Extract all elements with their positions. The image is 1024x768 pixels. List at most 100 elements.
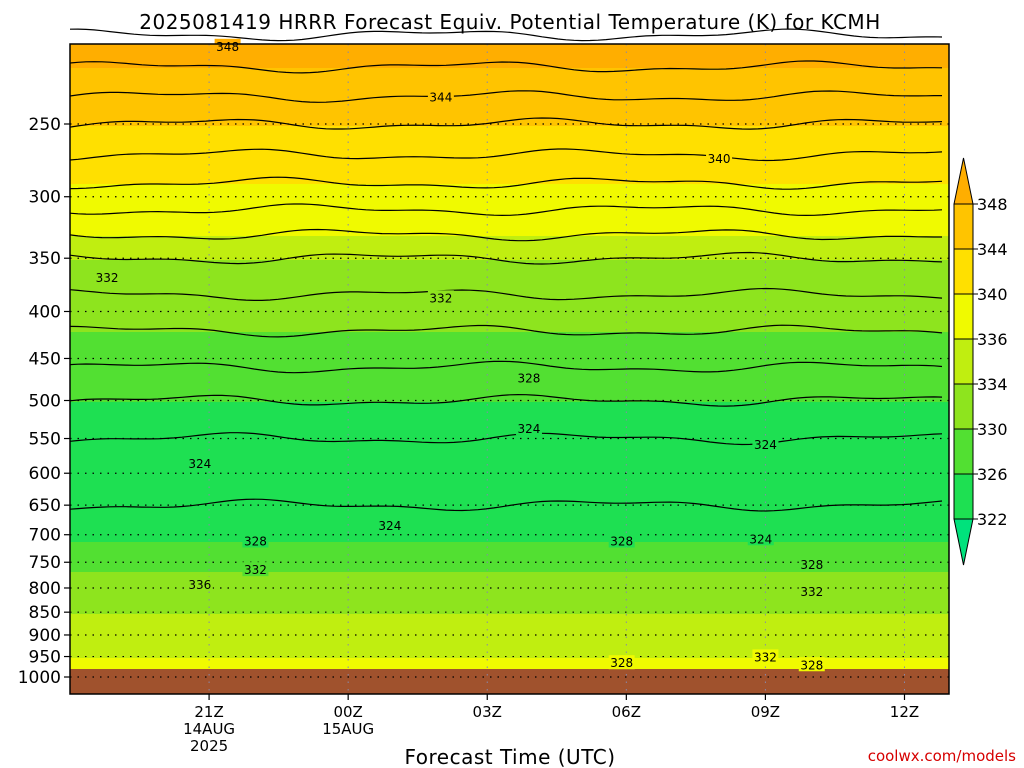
ground-area <box>70 669 949 694</box>
theta-e-band <box>70 338 949 341</box>
theta-e-band <box>70 162 949 165</box>
theta-e-band <box>70 386 949 389</box>
theta-e-band <box>70 366 949 369</box>
theta-e-band <box>70 608 949 611</box>
contour-label-bg <box>515 370 542 385</box>
theta-e-band <box>70 274 949 277</box>
theta-e-band <box>70 98 949 101</box>
theta-e-band <box>70 574 949 577</box>
x-tick-label: 06Z <box>612 703 641 721</box>
y-tick-label: 850 <box>29 603 61 623</box>
theta-e-band <box>70 66 949 69</box>
theta-e-bands <box>70 44 949 671</box>
theta-e-band <box>70 228 949 231</box>
theta-e-band <box>70 254 949 257</box>
theta-e-band <box>70 190 949 193</box>
theta-e-band <box>70 358 949 361</box>
theta-e-band <box>70 166 949 169</box>
theta-e-band <box>70 440 949 443</box>
theta-e-band <box>70 522 949 525</box>
theta-e-band <box>70 556 949 559</box>
theta-e-band <box>70 564 949 567</box>
theta-e-band <box>70 340 949 343</box>
contour-line <box>69 28 943 42</box>
theta-e-band <box>70 330 949 333</box>
theta-e-band <box>70 246 949 249</box>
theta-e-band <box>70 174 949 177</box>
theta-e-band <box>70 642 949 645</box>
x-axis-title: Forecast Time (UTC) <box>404 745 615 768</box>
theta-e-band <box>70 212 949 215</box>
colorbar-label: 344 <box>977 240 1008 259</box>
theta-e-band <box>70 414 949 417</box>
theta-e-band <box>70 606 949 609</box>
theta-e-band <box>70 494 949 497</box>
theta-e-band <box>70 344 949 347</box>
theta-e-band <box>70 280 949 283</box>
colorbar-segment <box>953 428 974 475</box>
contour-label: 324 <box>754 438 777 452</box>
theta-e-band <box>70 314 949 317</box>
theta-e-band <box>70 296 949 299</box>
theta-e-band <box>70 260 949 263</box>
theta-e-band <box>70 300 949 303</box>
theta-e-band <box>70 376 949 379</box>
colorbar-label: 334 <box>977 375 1008 394</box>
theta-e-band <box>70 56 949 59</box>
theta-e-band <box>70 482 949 485</box>
theta-e-band <box>70 444 949 447</box>
colorbar-extend-top <box>953 157 974 205</box>
theta-e-band <box>70 570 949 573</box>
theta-e-band <box>70 596 949 599</box>
theta-e-band <box>70 132 949 135</box>
theta-e-band <box>70 118 949 121</box>
theta-e-band <box>70 490 949 493</box>
theta-e-band <box>70 282 949 285</box>
contour-label-bg <box>706 151 733 166</box>
theta-e-band <box>70 262 949 265</box>
theta-e-band <box>70 70 949 73</box>
y-tick-label: 700 <box>29 526 61 546</box>
theta-e-band <box>70 424 949 427</box>
theta-e-band <box>70 198 949 201</box>
theta-e-band <box>70 458 949 461</box>
theta-e-band <box>70 310 949 313</box>
theta-e-band <box>70 240 949 243</box>
theta-e-band <box>70 96 949 99</box>
theta-e-band <box>70 372 949 375</box>
theta-e-band <box>70 238 949 241</box>
theta-e-band <box>70 336 949 339</box>
theta-e-band <box>70 624 949 627</box>
contour-label-bg <box>752 649 779 664</box>
theta-e-band <box>70 266 949 269</box>
theta-e-band <box>70 578 949 581</box>
theta-e-band <box>70 154 949 157</box>
theta-e-band <box>70 500 949 503</box>
theta-e-band <box>70 180 949 183</box>
colorbar-segment <box>953 248 974 295</box>
theta-e-band <box>70 584 949 587</box>
credit-text: coolwx.com/models <box>868 747 1016 765</box>
contour-label: 336 <box>188 578 211 592</box>
theta-e-band <box>70 104 949 107</box>
theta-e-band <box>70 614 949 617</box>
theta-e-band <box>70 116 949 119</box>
theta-e-band <box>70 530 949 533</box>
theta-e-band <box>70 658 949 661</box>
contour-label-bg <box>376 518 403 533</box>
contour-label: 328 <box>800 558 823 572</box>
theta-e-band <box>70 496 949 499</box>
contour-label: 332 <box>800 585 823 599</box>
theta-e-band <box>70 252 949 255</box>
theta-e-band <box>70 662 949 665</box>
theta-e-band <box>70 200 949 203</box>
theta-e-band <box>70 346 949 349</box>
theta-e-band <box>70 474 949 477</box>
contour-label: 332 <box>96 271 119 285</box>
theta-e-band <box>70 528 949 531</box>
theta-e-band <box>70 498 949 501</box>
theta-e-band <box>70 348 949 351</box>
theta-e-band <box>70 78 949 81</box>
theta-e-band <box>70 210 949 213</box>
theta-e-band <box>70 464 949 467</box>
